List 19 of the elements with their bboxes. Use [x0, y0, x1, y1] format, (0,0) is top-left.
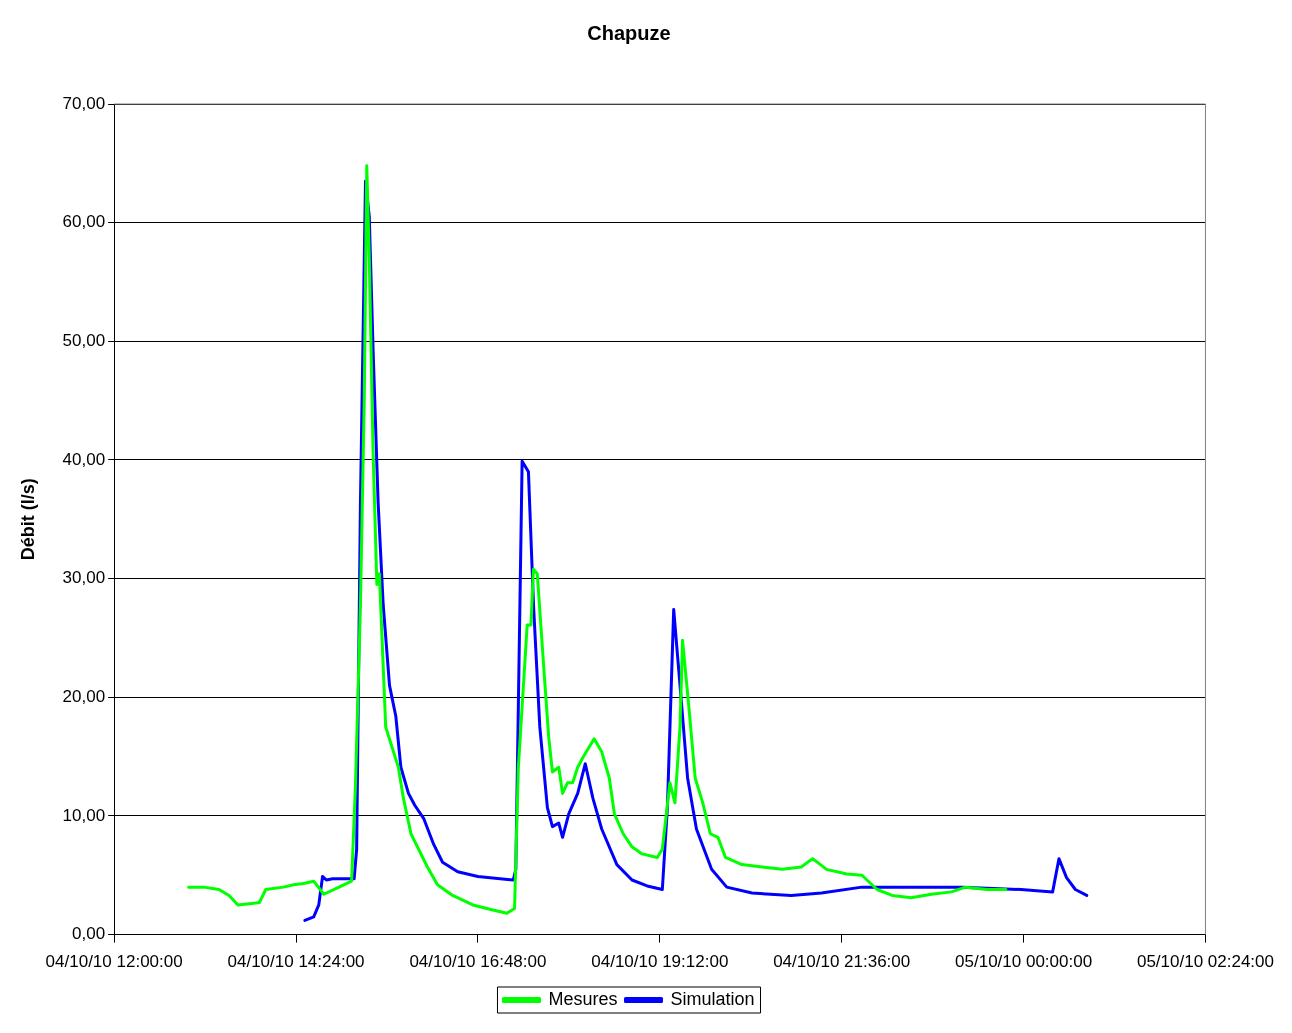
x-tick-label: 05/10/10 02:24:00	[1136, 952, 1274, 972]
y-tick-label: 20,00	[62, 686, 106, 706]
y-tick-label: 50,00	[62, 331, 106, 350]
y-tick-label: 0,00	[72, 924, 106, 944]
x-tick-label: 04/10/10 21:36:00	[773, 952, 911, 972]
x-tick-label: 04/10/10 16:48:00	[409, 952, 547, 972]
x-tick-label: 04/10/10 19:12:00	[591, 952, 729, 972]
y-tick-label: 10,00	[62, 805, 106, 825]
y-tick-label: 70,00	[62, 93, 106, 113]
y-axis-title: Débit (l/s)	[17, 478, 38, 561]
y-tick-label: 30,00	[62, 568, 106, 588]
x-tick-label: 04/10/10 12:00:00	[45, 952, 183, 972]
chart-title: Chapuze	[587, 21, 671, 44]
y-tick-label: 40,00	[62, 449, 106, 469]
legend-label: Mesures	[548, 988, 618, 1009]
x-tick-label: 05/10/10 00:00:00	[955, 952, 1093, 972]
legend-label: Simulation	[670, 988, 755, 1009]
y-tick-label: 60,00	[62, 212, 106, 232]
x-tick-label: 04/10/10 14:24:00	[227, 952, 365, 972]
